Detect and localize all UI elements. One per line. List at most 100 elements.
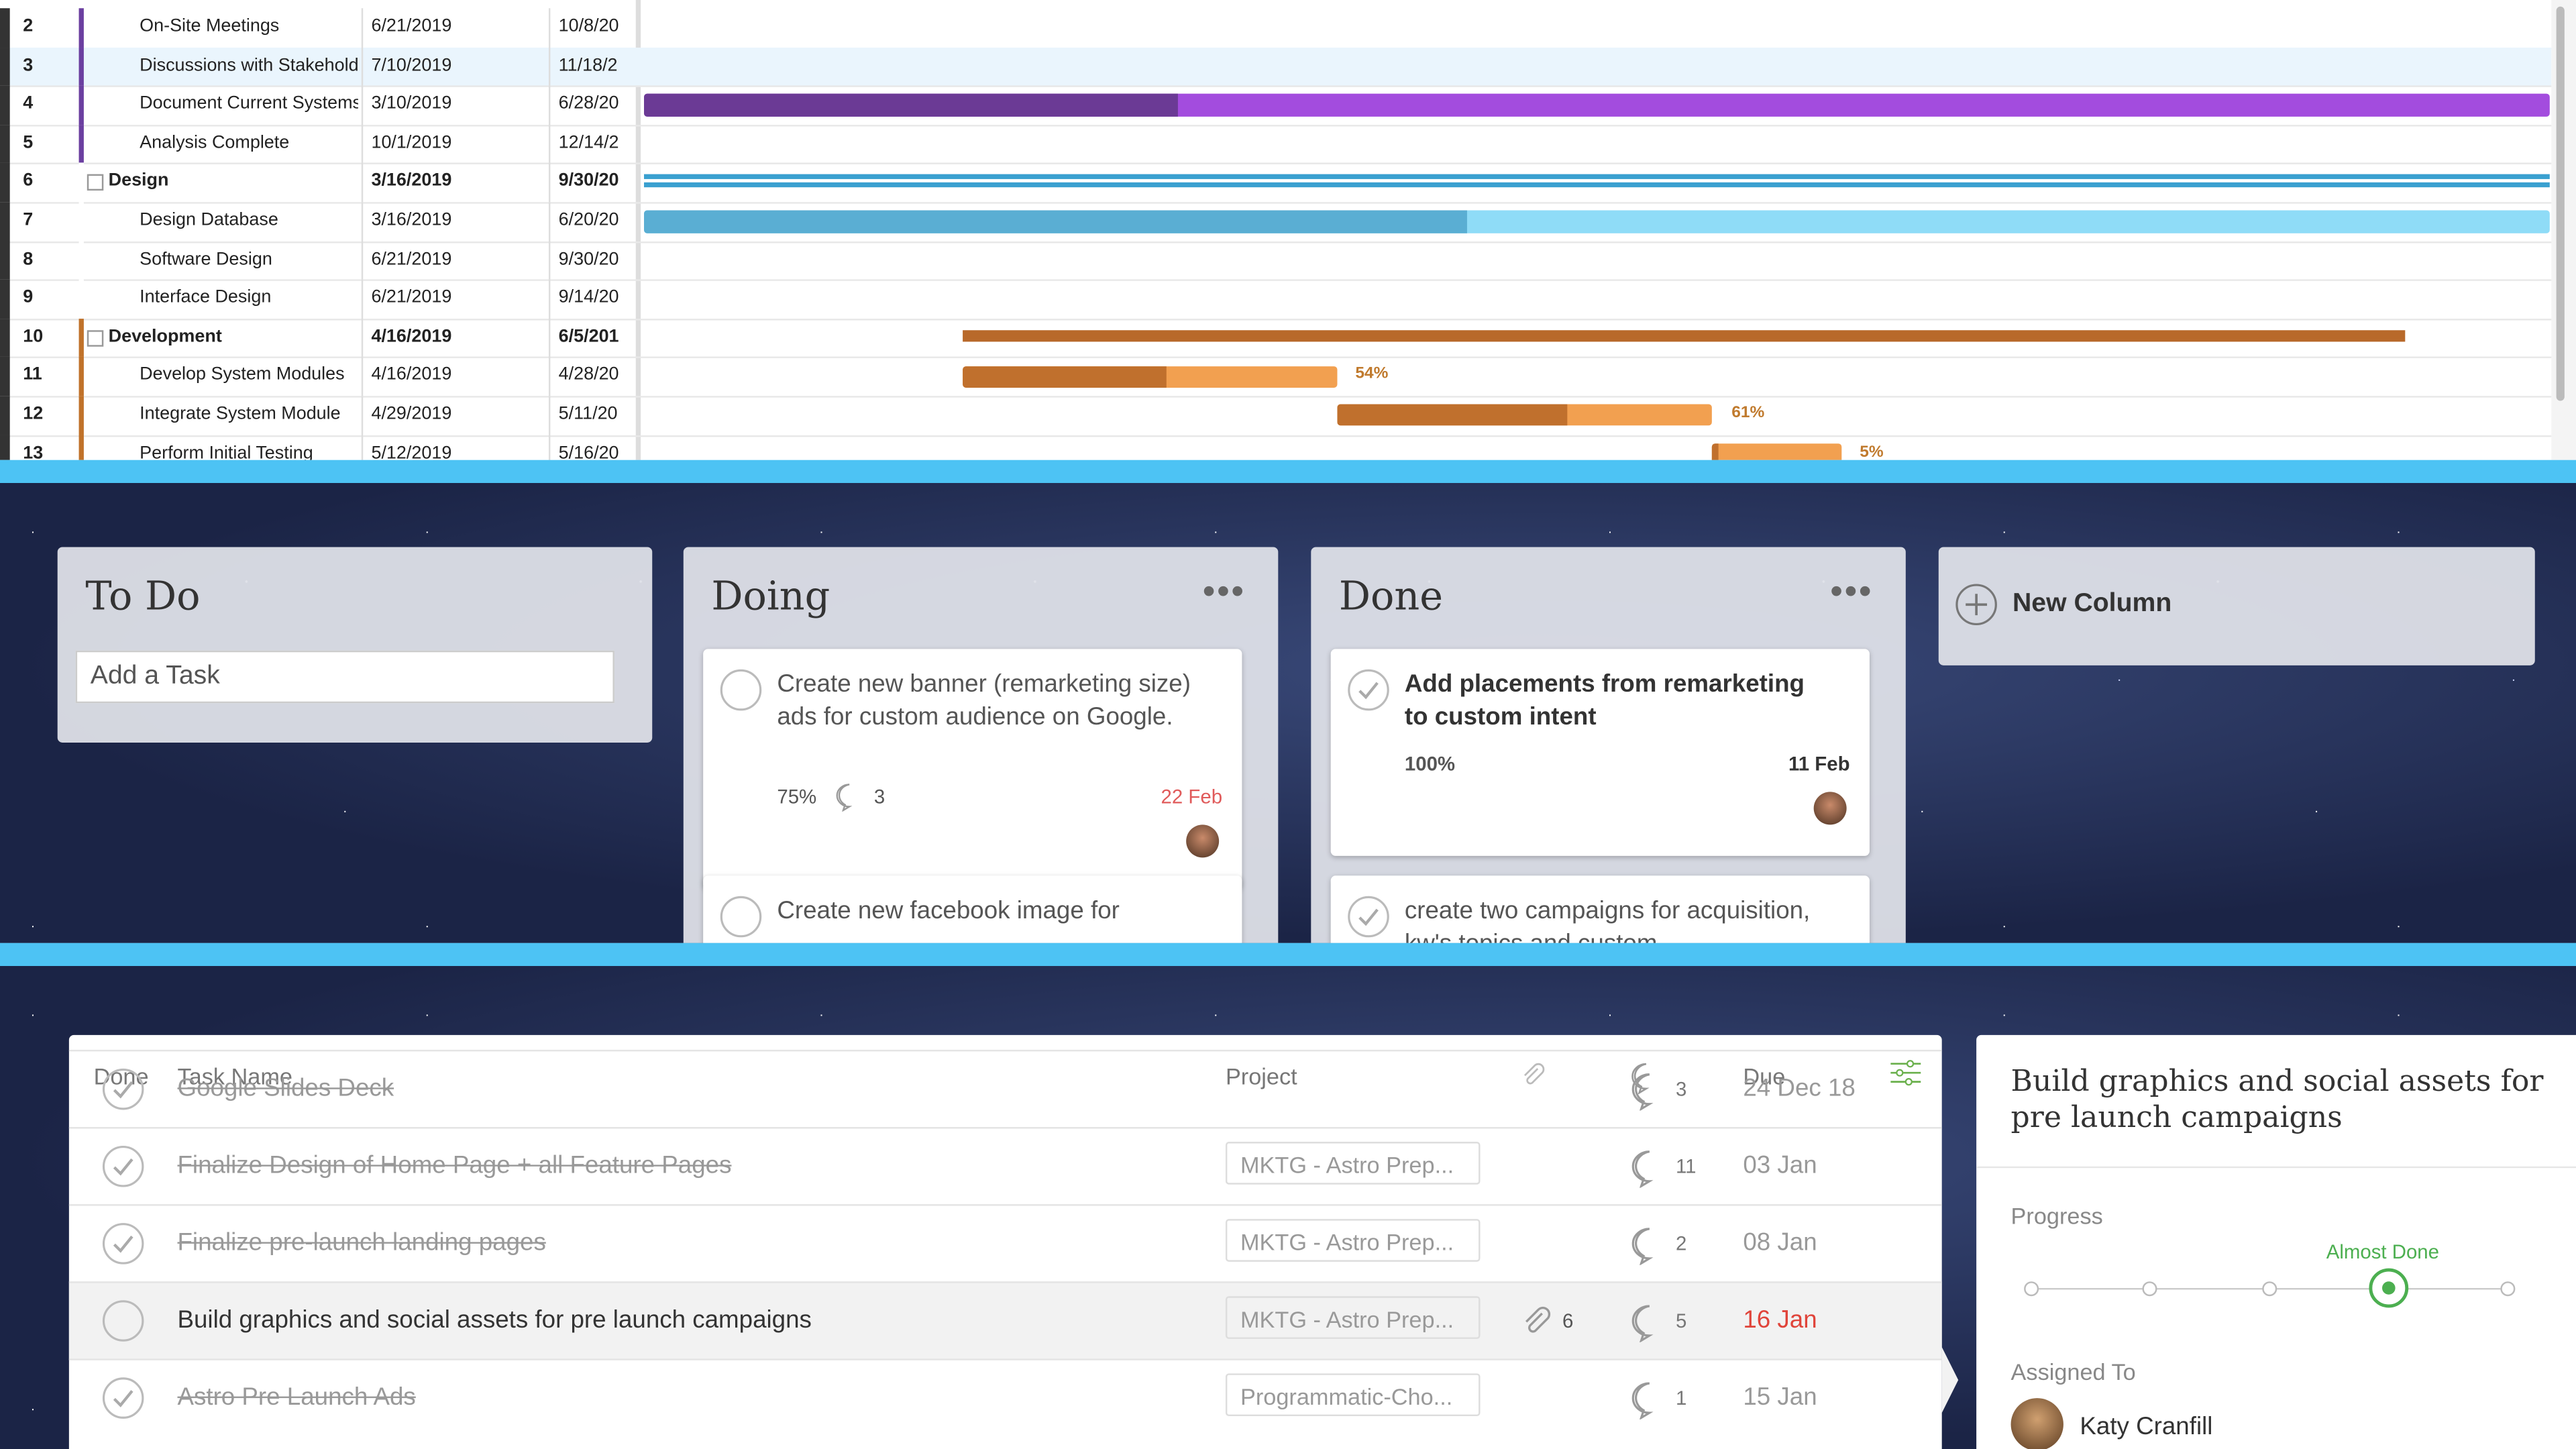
task-name: Analysis Complete bbox=[140, 132, 290, 153]
start-date: 10/1/2019 bbox=[371, 132, 452, 153]
gantt-row[interactable]: 9 Interface Design 6/21/2019 9/14/20 bbox=[0, 279, 2552, 321]
detail-title: Build graphics and social assets for pre… bbox=[2010, 1064, 2544, 1136]
column-header[interactable]: Task Name bbox=[177, 1063, 292, 1089]
progress-step[interactable] bbox=[2500, 1281, 2516, 1297]
group-strip bbox=[78, 279, 84, 319]
gantt-bar[interactable] bbox=[963, 366, 1338, 388]
check-done-svg bbox=[102, 1067, 144, 1110]
assignee[interactable]: Katy Cranfill bbox=[2080, 1413, 2213, 1441]
progress-step[interactable] bbox=[2024, 1281, 2039, 1297]
task-detail: Build graphics and social assets for pre… bbox=[1976, 1034, 2576, 1449]
start-date: 6/21/2019 bbox=[371, 249, 452, 269]
new-column[interactable]: New Column bbox=[1938, 547, 2535, 665]
gantt-row[interactable]: 6 Design 3/16/2019 9/30/20 bbox=[0, 163, 2552, 204]
task-row[interactable]: Astro Pre Launch Ads Programmatic-Cho... 1… bbox=[68, 1358, 1942, 1437]
gantt-panel: 2 On-Site Meetings 6/21/2019 10/8/20 3 Discus… bbox=[0, 0, 2576, 460]
scrollbar[interactable] bbox=[2551, 0, 2576, 460]
scroll-thumb[interactable] bbox=[2556, 6, 2565, 401]
cell-border bbox=[361, 85, 364, 125]
gantt-row[interactable]: 4 Document Current Systems 3/10/2019 6/28/2… bbox=[0, 85, 2552, 127]
column-header[interactable]: Project bbox=[1225, 1063, 1297, 1089]
row-number bbox=[0, 124, 10, 164]
group-strip bbox=[78, 163, 84, 203]
collapse-toggle[interactable] bbox=[87, 174, 104, 192]
gantt-bar[interactable] bbox=[1337, 405, 1712, 427]
task-card[interactable]: create two campaigns for acquisition, kw… bbox=[1330, 875, 1870, 943]
end-date: 6/28/20 bbox=[558, 94, 619, 114]
project-tag[interactable]: MKTG - Astro Prep... bbox=[1225, 1295, 1481, 1338]
due-date: 03 Jan bbox=[1743, 1150, 1817, 1179]
task-card[interactable]: Create new facebook image for bbox=[703, 875, 1242, 943]
attach-icon bbox=[1518, 1303, 1554, 1340]
gantt-bar[interactable] bbox=[644, 93, 2550, 117]
gantt-bar[interactable] bbox=[644, 209, 2550, 233]
gantt-row[interactable]: 10 Development 4/16/2019 6/5/201 bbox=[0, 318, 2552, 359]
collapse-toggle[interactable] bbox=[87, 329, 104, 347]
end-date: 5/16/20 bbox=[558, 443, 619, 460]
project-tag[interactable]: MKTG - Astro Prep... bbox=[1225, 1218, 1481, 1261]
gantt-row[interactable]: 11 Develop System Modules 4/16/2019 4/28/20 bbox=[0, 357, 2552, 398]
cell-border bbox=[548, 163, 551, 203]
due-date: 15 Jan bbox=[1743, 1382, 1817, 1411]
splitter[interactable] bbox=[635, 0, 641, 460]
gantt-row[interactable]: 8 Software Design 6/21/2019 9/30/20 bbox=[0, 241, 2552, 282]
gantt-row[interactable]: 7 Design Database 3/16/2019 6/20/20 bbox=[0, 202, 2552, 243]
group-strip bbox=[78, 357, 84, 396]
task-name: Software Design bbox=[140, 249, 272, 269]
task-row[interactable]: Build graphics and social assets for pre… bbox=[68, 1280, 1942, 1360]
card-text: Create new facebook image for bbox=[777, 897, 1120, 925]
check-done bbox=[1347, 669, 1390, 712]
comment-icon-svg bbox=[1631, 1063, 1650, 1095]
task-row[interactable]: Google Slides Deck 3 24 Dec 18 bbox=[68, 1049, 1942, 1128]
board-column: To Do Add a Task bbox=[57, 547, 653, 743]
project-tag[interactable]: Programmatic-Cho... bbox=[1225, 1373, 1481, 1415]
row-id: 10 bbox=[23, 326, 44, 347]
gantt-row[interactable]: 2 On-Site Meetings 6/21/2019 10/8/20 bbox=[0, 8, 2552, 49]
group-strip bbox=[78, 318, 84, 358]
task-row[interactable]: Finalize pre-launch landing pages MKTG - … bbox=[68, 1203, 1942, 1283]
task-list: Done Task Name Project Due Google Slides Dec… bbox=[68, 1034, 1942, 1449]
tasks-panel: Done Task Name Project Due Google Slides Dec… bbox=[0, 966, 2576, 1449]
gantt-row[interactable]: 3 Discussions with Stakeholders 7/10/2019 1… bbox=[0, 47, 2552, 88]
gantt-row[interactable]: 12 Integrate System Module 4/29/2019 5/11/2… bbox=[0, 396, 2552, 437]
gantt-row[interactable]: 13 Perform Initial Testing 5/12/2019 5/16/2… bbox=[0, 434, 2551, 460]
project-tag[interactable]: MKTG - Astro Prep... bbox=[1225, 1140, 1481, 1184]
task-row[interactable]: Finalize Design of Home Page + all Featu… bbox=[68, 1126, 1942, 1205]
row-number bbox=[0, 202, 10, 241]
group-strip bbox=[78, 396, 84, 435]
row-number bbox=[0, 357, 10, 396]
comment-icon-svg bbox=[1631, 1227, 1654, 1265]
avatar bbox=[1186, 824, 1220, 858]
check-open bbox=[720, 896, 763, 938]
comment-count: 2 bbox=[1675, 1231, 1687, 1254]
progress-step[interactable] bbox=[2262, 1281, 2277, 1297]
bar-progress bbox=[644, 209, 1467, 233]
gantt-row[interactable]: 5 Analysis Complete 10/1/2019 12/14/2 bbox=[0, 124, 2552, 165]
comment-icon bbox=[1629, 1071, 1669, 1111]
group-strip bbox=[78, 241, 84, 280]
task-name: Integrate System Module bbox=[140, 404, 341, 424]
column-menu[interactable]: ••• bbox=[1830, 570, 1874, 612]
summary-bar bbox=[644, 182, 2550, 189]
add-task-input[interactable]: Add a Task bbox=[75, 650, 614, 704]
bar-progress bbox=[1337, 405, 1568, 427]
cell-border bbox=[361, 279, 364, 319]
column-menu[interactable]: ••• bbox=[1202, 570, 1246, 612]
bar-progress bbox=[644, 93, 1178, 117]
cell-border bbox=[548, 434, 551, 460]
gantt-bar[interactable] bbox=[1711, 443, 1842, 460]
task-card[interactable]: Add placements from remarketing to custo… bbox=[1330, 649, 1870, 856]
row-number bbox=[0, 85, 10, 125]
row-number bbox=[0, 47, 10, 86]
group-strip bbox=[78, 8, 84, 48]
column-header[interactable]: Due bbox=[1743, 1063, 1786, 1089]
check-open bbox=[102, 1299, 145, 1342]
card-text: Add placements from remarketing to custo… bbox=[1404, 670, 1805, 731]
progress-step[interactable] bbox=[2142, 1281, 2157, 1297]
row-id: 5 bbox=[23, 132, 34, 153]
cell-border bbox=[361, 163, 364, 203]
task-card[interactable]: Create new banner (remarketing size) ads… bbox=[703, 649, 1242, 889]
comment-count: 11 bbox=[1675, 1154, 1697, 1177]
summary-bar[interactable] bbox=[963, 329, 2406, 341]
